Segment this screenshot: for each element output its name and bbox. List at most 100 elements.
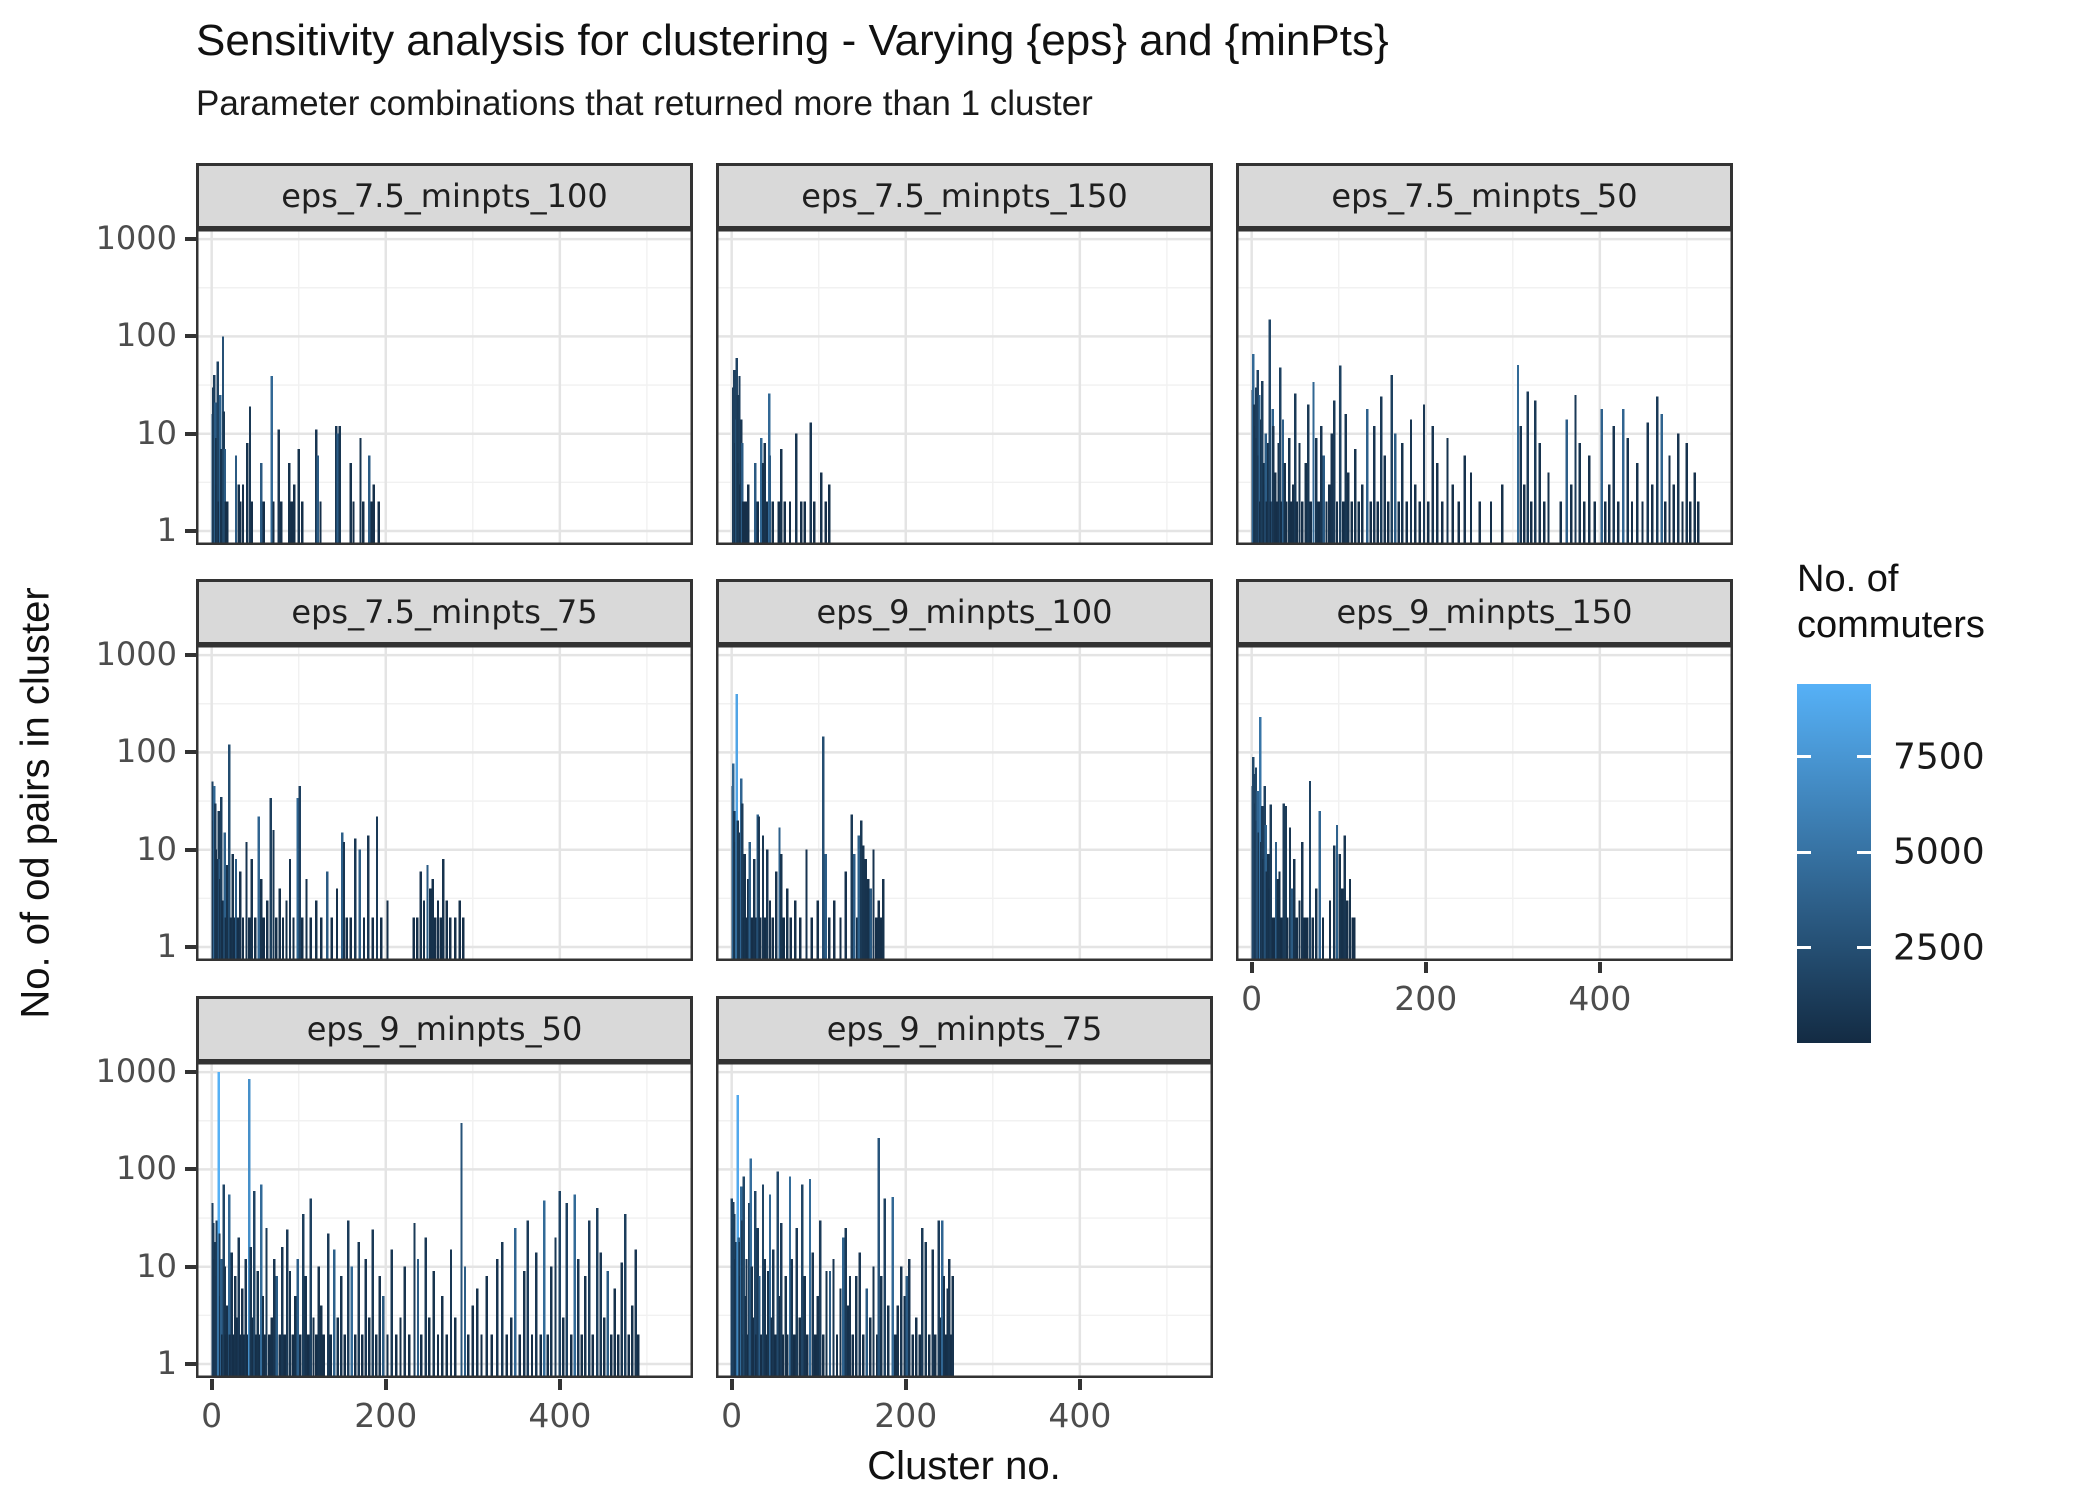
bar: [288, 859, 292, 961]
bar: [599, 1252, 602, 1378]
bar: [290, 501, 293, 545]
bar: [1325, 501, 1328, 545]
bar: [250, 859, 253, 961]
bar: [426, 864, 429, 961]
bar: [297, 448, 300, 545]
bar: [1344, 413, 1347, 545]
bar: [760, 438, 763, 545]
bar: [260, 463, 263, 545]
bar: [367, 835, 370, 961]
bar: [1451, 484, 1454, 545]
bar: [267, 1334, 271, 1378]
bar: [1489, 501, 1493, 545]
bar: [747, 484, 750, 545]
bar: [1279, 367, 1282, 545]
bar: [1376, 501, 1380, 545]
bar: [816, 900, 819, 961]
bar: [1457, 501, 1460, 545]
x-tick-label: 200: [874, 1396, 938, 1435]
bar: [221, 917, 225, 961]
bar: [1351, 917, 1354, 961]
bar: [224, 501, 227, 545]
bar: [875, 917, 878, 961]
bar: [326, 871, 329, 961]
bar: [1289, 501, 1292, 545]
bar: [759, 917, 762, 961]
bar: [867, 879, 870, 961]
bar: [610, 1334, 613, 1378]
bar: [475, 1288, 479, 1378]
bar: [345, 917, 348, 961]
facet-strip-label: eps_9_minpts_75: [826, 1010, 1103, 1048]
bar: [462, 917, 465, 961]
y-tick-label: 10: [136, 413, 177, 452]
bar: [518, 1334, 521, 1378]
bar: [428, 888, 432, 961]
bar: [1322, 455, 1326, 545]
facet-strip-label: eps_9_minpts_100: [816, 593, 1113, 631]
bar: [858, 1252, 861, 1378]
bar: [1600, 408, 1603, 545]
bar: [1335, 501, 1339, 545]
bar: [241, 484, 245, 545]
bar: [742, 1176, 746, 1378]
bar: [246, 1334, 249, 1378]
bar: [265, 1228, 268, 1378]
bar: [1353, 917, 1356, 961]
bar: [253, 1191, 256, 1378]
bar: [357, 1241, 360, 1378]
bar: [1259, 717, 1262, 961]
bar: [480, 1334, 483, 1378]
bar: [1280, 501, 1283, 545]
bar: [941, 1220, 944, 1378]
bar: [937, 1220, 940, 1378]
bar: [1422, 404, 1426, 545]
bar: [847, 1305, 850, 1378]
bar: [445, 900, 448, 961]
bar: [1693, 472, 1696, 545]
bar: [322, 1334, 326, 1378]
bar: [821, 736, 825, 961]
y-tick-label: 1: [156, 511, 177, 549]
bar: [736, 820, 739, 961]
y-tick-mark: [185, 1362, 196, 1366]
bar: [454, 917, 457, 961]
bar: [803, 1276, 806, 1378]
bar: [554, 1237, 557, 1378]
x-tick-mark: [1423, 962, 1428, 973]
bar: [241, 917, 245, 961]
bar: [239, 1334, 242, 1378]
bar: [745, 917, 748, 961]
facet-panel: [1236, 645, 1733, 961]
bar: [900, 1266, 903, 1378]
bar: [569, 1334, 573, 1378]
bar: [1630, 501, 1634, 545]
bar: [329, 1334, 333, 1378]
bar: [766, 849, 769, 961]
x-tick-mark: [209, 1379, 214, 1390]
bar: [747, 1203, 751, 1378]
bar: [1320, 426, 1323, 545]
bar: [1522, 484, 1526, 545]
bar: [432, 1271, 435, 1378]
bar: [1295, 501, 1299, 545]
bar: [354, 838, 357, 961]
bar: [234, 859, 238, 961]
bar: [434, 917, 437, 961]
bar: [924, 1241, 927, 1378]
bar: [1333, 845, 1336, 961]
bar: [1280, 917, 1283, 961]
bar: [606, 1271, 609, 1378]
bar: [275, 1276, 279, 1378]
bar: [832, 1259, 835, 1378]
bar: [854, 1276, 858, 1378]
bar: [349, 917, 353, 961]
y-tick-label: 10: [136, 1246, 177, 1285]
x-tick-label: 200: [1394, 979, 1458, 1018]
bar: [277, 429, 280, 545]
bar: [395, 1334, 398, 1378]
bar: [1565, 419, 1568, 545]
bar: [1380, 396, 1383, 545]
bar: [386, 1334, 389, 1378]
bar: [361, 501, 365, 545]
